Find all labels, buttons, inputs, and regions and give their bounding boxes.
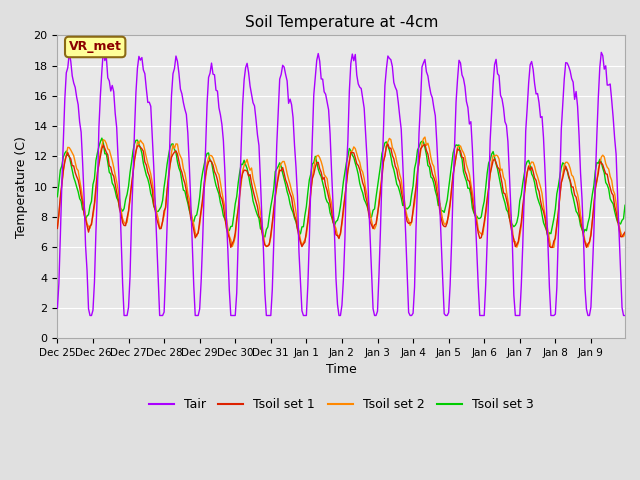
Text: VR_met: VR_met [68, 40, 122, 53]
X-axis label: Time: Time [326, 363, 356, 376]
Y-axis label: Temperature (C): Temperature (C) [15, 136, 28, 238]
Title: Soil Temperature at -4cm: Soil Temperature at -4cm [244, 15, 438, 30]
Legend: Tair, Tsoil set 1, Tsoil set 2, Tsoil set 3: Tair, Tsoil set 1, Tsoil set 2, Tsoil se… [144, 393, 539, 416]
